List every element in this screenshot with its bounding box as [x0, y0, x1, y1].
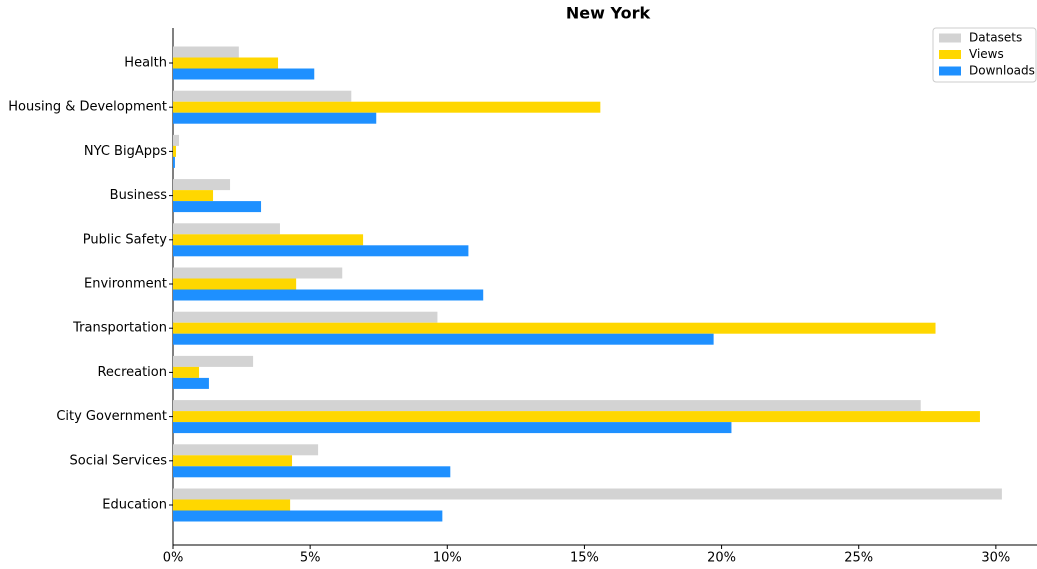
- bar: [173, 411, 980, 423]
- bar: [173, 245, 469, 257]
- x-tick-label: 20%: [707, 551, 736, 566]
- bar: [173, 134, 180, 146]
- bar: [173, 400, 921, 412]
- bar: [173, 101, 601, 113]
- legend-swatch: [939, 50, 961, 59]
- y-tick-label: Health: [124, 56, 167, 71]
- bar: [173, 377, 209, 389]
- bar: [173, 68, 315, 80]
- bar: [173, 156, 175, 168]
- y-tick-label: Environment: [84, 277, 167, 292]
- bar: [173, 201, 262, 213]
- x-tick-label: 5%: [300, 551, 321, 566]
- bar: [173, 190, 214, 202]
- bar: [173, 267, 343, 279]
- x-tick-label: 25%: [844, 551, 873, 566]
- bar: [173, 46, 239, 58]
- chart-title: New York: [566, 4, 651, 23]
- y-tick-label: Housing & Development: [8, 100, 167, 115]
- bar: [173, 444, 319, 456]
- bar: [173, 278, 297, 290]
- bar: [173, 455, 293, 467]
- bar: [173, 322, 936, 334]
- bar: [173, 289, 484, 301]
- y-tick-label: NYC BigApps: [84, 144, 167, 159]
- legend-swatch: [939, 33, 961, 43]
- y-tick-label: Education: [102, 498, 167, 513]
- bar: [173, 223, 280, 235]
- y-tick-label: Public Safety: [83, 232, 167, 247]
- y-tick-label: Transportation: [72, 321, 167, 336]
- bar: [173, 422, 732, 434]
- bar: [173, 112, 377, 124]
- bar: [173, 90, 352, 102]
- y-tick-label: Social Services: [70, 453, 168, 468]
- bar: [173, 355, 254, 367]
- bar: [173, 488, 1002, 500]
- bar: [173, 510, 443, 522]
- bar: [173, 311, 438, 323]
- bar: [173, 499, 291, 511]
- x-tick-label: 10%: [433, 551, 462, 566]
- y-tick-label: Business: [110, 188, 168, 203]
- legend-swatch: [939, 66, 961, 76]
- x-tick-label: 0%: [163, 551, 184, 566]
- y-tick-label: Recreation: [97, 365, 167, 380]
- legend-label: Views: [969, 47, 1004, 61]
- bar: [173, 234, 364, 246]
- bar: [173, 333, 714, 345]
- legend-label: Datasets: [969, 31, 1022, 45]
- x-tick-label: 30%: [981, 551, 1010, 566]
- legend-label: Downloads: [969, 64, 1035, 78]
- y-tick-label: City Government: [56, 409, 167, 424]
- x-tick-label: 15%: [570, 551, 599, 566]
- bar: [173, 145, 177, 157]
- bar: [173, 466, 451, 478]
- bar: [173, 179, 231, 191]
- bar: [173, 366, 200, 378]
- bar: [173, 57, 279, 69]
